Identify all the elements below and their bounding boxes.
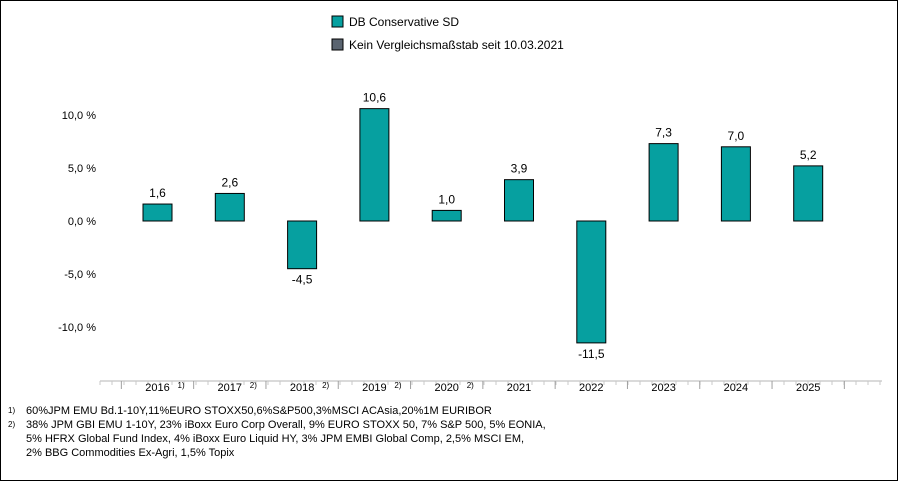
- footnote-1-line: 60%JPM EMU Bd.1-10Y,11%EURO STOXX50,6%S&…: [26, 405, 492, 417]
- x-tick-footnote-mark: 2): [322, 381, 329, 390]
- legend-label: Kein Vergleichsmaßstab seit 10.03.2021: [349, 38, 564, 52]
- y-tick-label: 5,0 %: [68, 163, 96, 175]
- bar: [431, 209, 462, 222]
- x-tick-footnote-mark: 1): [178, 381, 185, 390]
- x-tick-label: 2019: [362, 382, 386, 394]
- footnotes: 1) 60%JPM EMU Bd.1-10Y,11%EURO STOXX50,6…: [8, 404, 888, 460]
- bar-value-label: 7,3: [655, 126, 672, 140]
- footnote-2-line: 38% JPM GBI EMU 1-10Y, 23% iBoxx Euro Co…: [26, 419, 546, 431]
- x-tick-label: 2020: [434, 382, 458, 394]
- y-tick-label: -5,0 %: [64, 269, 96, 281]
- bar-value-label: 3,9: [511, 162, 528, 176]
- footnote-1: 1) 60%JPM EMU Bd.1-10Y,11%EURO STOXX50,6…: [8, 404, 888, 418]
- footnote-2: 2) 38% JPM GBI EMU 1-10Y, 23% iBoxx Euro…: [8, 418, 888, 460]
- y-tick-label: 0,0 %: [68, 216, 96, 228]
- legend-swatch: [331, 15, 344, 28]
- bar: [287, 220, 318, 270]
- bar: [142, 203, 173, 222]
- x-tick-label: 2025: [796, 382, 820, 394]
- bar: [720, 146, 751, 222]
- x-tick-label: 2016: [145, 382, 169, 394]
- y-tick-label: -10,0 %: [58, 322, 96, 334]
- x-tick-label: 2022: [579, 382, 603, 394]
- legend-swatch: [331, 38, 344, 51]
- bar-value-label: 10,6: [363, 91, 387, 105]
- x-tick-label: 2021: [507, 382, 531, 394]
- bar-chart: DB Conservative SD Kein Vergleichsmaßstab…: [58, 15, 882, 394]
- x-tick-label: 2017: [218, 382, 242, 394]
- bar-value-label: 1,0: [438, 192, 455, 206]
- bar-value-label: 1,6: [149, 186, 166, 200]
- x-tick-label: 2023: [651, 382, 675, 394]
- x-tick-footnote-mark: 2): [250, 381, 257, 390]
- x-tick-label: 2024: [724, 382, 748, 394]
- bar-value-label: -4,5: [292, 273, 313, 287]
- legend-label: DB Conservative SD: [349, 15, 459, 29]
- x-tick-footnote-mark: 2): [394, 381, 401, 390]
- y-tick-label: 10,0 %: [62, 110, 96, 122]
- footnote-1-mark: 1): [8, 406, 16, 415]
- bar: [359, 108, 390, 222]
- bar: [504, 179, 534, 222]
- x-tick-label: 2018: [290, 382, 314, 394]
- bar: [214, 192, 245, 222]
- bar-value-label: 2,6: [221, 175, 238, 189]
- footnote-2-line: 2% BBG Commodities Ex-Agri, 1,5% Topix: [26, 447, 235, 459]
- x-tick-footnote-mark: 2): [467, 381, 474, 390]
- footnote-2-line: 5% HFRX Global Fund Index, 4% iBoxx Euro…: [26, 433, 525, 445]
- bar-value-label: 5,2: [800, 148, 817, 162]
- bar: [648, 143, 679, 222]
- bar-value-label: -11,5: [578, 347, 605, 361]
- bar: [793, 165, 824, 222]
- footnote-2-mark: 2): [8, 420, 16, 429]
- bar-value-label: 7,0: [728, 129, 745, 143]
- bar: [576, 220, 607, 344]
